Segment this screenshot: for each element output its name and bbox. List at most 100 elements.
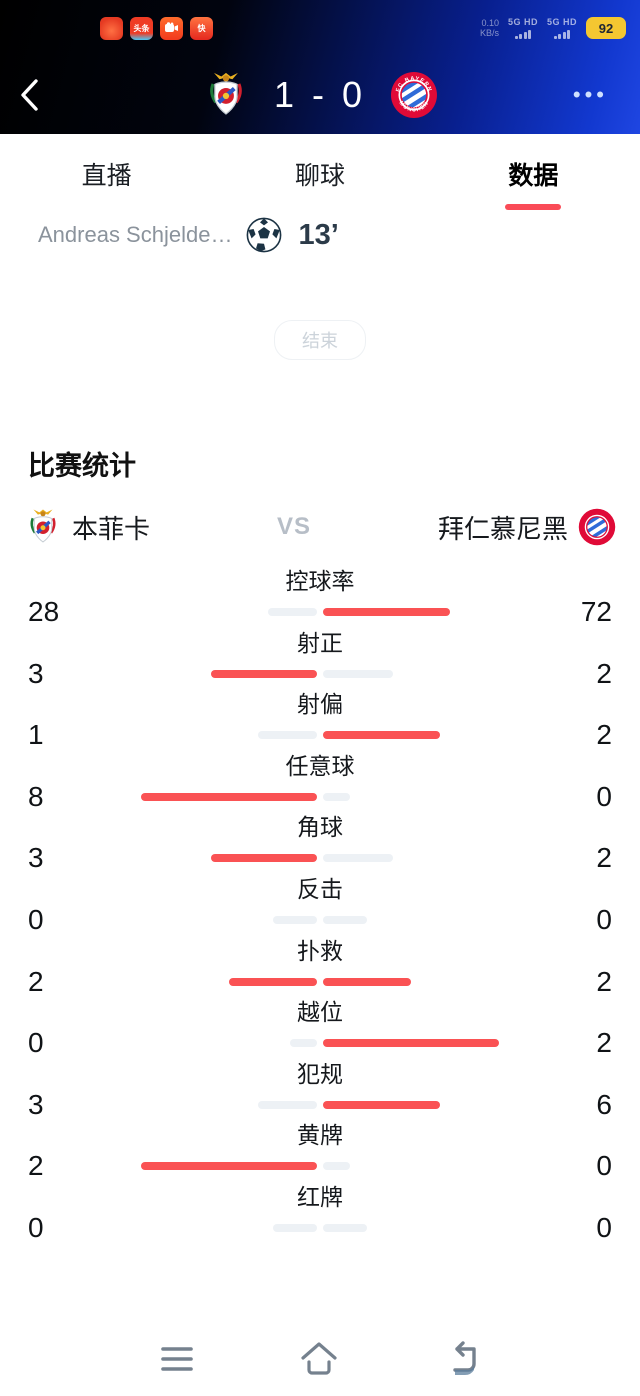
stat-bars-line: 28 72 [0, 598, 640, 626]
tab-live-label: 直播 [81, 162, 132, 190]
stat-row: 射偏 1 2 [0, 688, 640, 750]
stat-row: 角球 3 2 [0, 811, 640, 873]
active-tab-underline [505, 204, 562, 210]
home-stat-value: 2 [28, 965, 44, 997]
tab-live[interactable]: 直播 [0, 134, 213, 214]
home-stat-bar [211, 854, 317, 863]
away-stat-bar [323, 915, 367, 924]
home-stat-value: 3 [28, 1088, 44, 1120]
novel-app-icon [100, 16, 123, 40]
home-stat-bar [273, 915, 317, 924]
stat-row: 犯规 3 6 [0, 1058, 640, 1120]
tab-chat[interactable]: 聊球 [213, 134, 426, 214]
away-stat-value: 2 [596, 1027, 612, 1059]
away-team: 拜仁慕尼黑 [438, 508, 616, 546]
away-stat-bar [323, 669, 393, 678]
back-nav-icon[interactable] [443, 1340, 483, 1378]
more-options-button[interactable]: ••• [572, 82, 608, 107]
away-stat-bar [323, 854, 393, 863]
sim1-signal: 5G HD [508, 17, 538, 39]
stat-label: 控球率 [285, 568, 355, 594]
goal-scorer-name: Andreas Schjelde… [38, 222, 233, 247]
kuaishou-lite-app-icon: 快 [190, 16, 213, 40]
section-title: 比赛统计 [28, 451, 136, 481]
tab-chat-label: 聊球 [294, 162, 345, 190]
stat-label: 犯规 [297, 1060, 343, 1087]
home-stat-bar [290, 1039, 317, 1048]
home-stat-value: 8 [28, 780, 44, 812]
home-stat-bar [229, 977, 317, 986]
stat-label: 红牌 [297, 1183, 343, 1210]
signal-bars-icon [514, 29, 532, 39]
stats-list: 控球率 28 72 射正 3 2 射偏 1 2 任意球 8 0 角球 3 2 反击 0 0 扑救 2 2 越位 0 2 犯规 3 6… [0, 565, 640, 1243]
home-stat-value: 3 [28, 842, 44, 874]
away-stat-value: 72 [580, 596, 612, 627]
stat-row: 黄牌 2 0 [0, 1119, 640, 1181]
home-stat-bar [141, 1162, 317, 1171]
away-stat-bar [323, 1223, 367, 1232]
home-stat-value: 28 [28, 596, 60, 627]
stat-label: 越位 [297, 999, 343, 1026]
home-stat-value: 0 [28, 903, 44, 935]
notification-icons: 头条 快 [100, 16, 213, 40]
away-stat-value: 0 [596, 780, 612, 812]
stat-row: 射正 3 2 [0, 627, 640, 689]
away-stat-bar [323, 1162, 350, 1171]
away-stat-bar [323, 792, 350, 801]
back-button[interactable] [0, 56, 60, 134]
tab-data-label: 数据 [508, 162, 559, 190]
home-team: 本菲卡 [24, 508, 150, 546]
away-stat-bar [323, 608, 450, 616]
home-stat-bar [141, 792, 317, 801]
home-stat-bar [258, 1100, 317, 1109]
network-speed-value: 0.10 [481, 18, 499, 28]
network-speed-unit: KB/s [479, 28, 499, 38]
status-indicators: 0.10 KB/s 5G HD 5G HD 92 [480, 17, 626, 39]
away-stat-value: 2 [596, 842, 612, 874]
benfica-crest-icon [210, 72, 242, 115]
away-stat-value: 2 [596, 657, 612, 689]
home-team-name: 本菲卡 [72, 513, 151, 544]
away-stat-value: 0 [596, 1211, 612, 1243]
bayern-crest-icon: FC BAYERN MÜNCHEN [391, 72, 438, 118]
chevron-left-icon [21, 79, 38, 111]
menu-nav-icon[interactable] [157, 1343, 197, 1375]
kuaishou-app-icon [160, 16, 183, 40]
home-stat-value: 0 [28, 1211, 44, 1243]
home-stat-bar [258, 731, 317, 740]
match-hero: 头条 快 0.10 KB/s 5G HD 5G HD [0, 0, 640, 134]
away-stat-bar [323, 977, 411, 986]
stat-label: 射偏 [297, 691, 343, 718]
bayern-logo-icon [578, 508, 616, 546]
goal-ball-icon [247, 217, 282, 253]
stat-label: 任意球 [285, 752, 355, 779]
stat-row: 红牌 0 0 [0, 1181, 640, 1243]
stat-row: 扑救 2 2 [0, 935, 640, 997]
away-stat-value: 6 [596, 1088, 612, 1120]
home-stat-bar [211, 669, 317, 678]
sim1-network-label: 5G HD [507, 17, 538, 27]
sim2-signal: 5G HD [547, 17, 577, 39]
stat-row: 控球率 28 72 [0, 565, 640, 627]
home-nav-icon[interactable] [299, 1340, 339, 1378]
tab-data[interactable]: 数据 [427, 134, 640, 214]
score-group: 1 - 0 [202, 56, 438, 134]
teams-row: 本菲卡 VS 拜仁慕尼黑 [0, 503, 640, 551]
away-stat-value: 0 [596, 1150, 612, 1182]
goal-minute: 13’ [298, 218, 339, 251]
stat-label: 扑救 [297, 937, 343, 964]
stat-row: 任意球 8 0 [0, 750, 640, 812]
stat-label: 黄牌 [297, 1122, 343, 1149]
score: 1 - 0 [273, 74, 367, 115]
away-stat-bar [323, 731, 440, 740]
home-stat-value: 3 [28, 657, 44, 689]
away-stat-bar [323, 1100, 440, 1109]
